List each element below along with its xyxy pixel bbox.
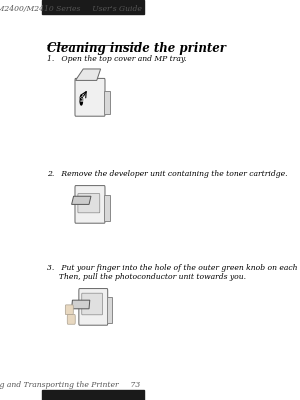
Text: 1.   Open the top cover and MP tray.: 1. Open the top cover and MP tray. [47, 55, 187, 63]
Text: Epson AcuLaser M2300/M2310/M2400/M2410 Series     User's Guide: Epson AcuLaser M2300/M2310/M2400/M2410 S… [0, 5, 142, 13]
FancyBboxPatch shape [67, 314, 75, 324]
Text: Cleaning and Transporting the Printer     73: Cleaning and Transporting the Printer 73 [0, 381, 141, 389]
FancyBboxPatch shape [82, 293, 103, 315]
Text: ①: ① [78, 97, 84, 103]
FancyBboxPatch shape [65, 305, 73, 315]
Polygon shape [72, 300, 90, 309]
Polygon shape [104, 195, 110, 221]
FancyBboxPatch shape [75, 78, 105, 116]
FancyBboxPatch shape [79, 288, 108, 325]
Text: Cleaning inside the printer: Cleaning inside the printer [47, 42, 226, 55]
Bar [42, 390, 144, 400]
Text: 3.   Put your finger into the hole of the outer green knob on each side of the p: 3. Put your finger into the hole of the … [47, 264, 300, 281]
Polygon shape [72, 196, 91, 204]
Polygon shape [104, 91, 110, 114]
FancyBboxPatch shape [78, 194, 100, 213]
Polygon shape [76, 69, 100, 80]
Circle shape [80, 95, 83, 105]
Text: 2.   Remove the developer unit containing the toner cartridge.: 2. Remove the developer unit containing … [47, 170, 288, 178]
Polygon shape [107, 297, 112, 323]
Bar [42, 0, 144, 14]
FancyBboxPatch shape [75, 186, 105, 223]
